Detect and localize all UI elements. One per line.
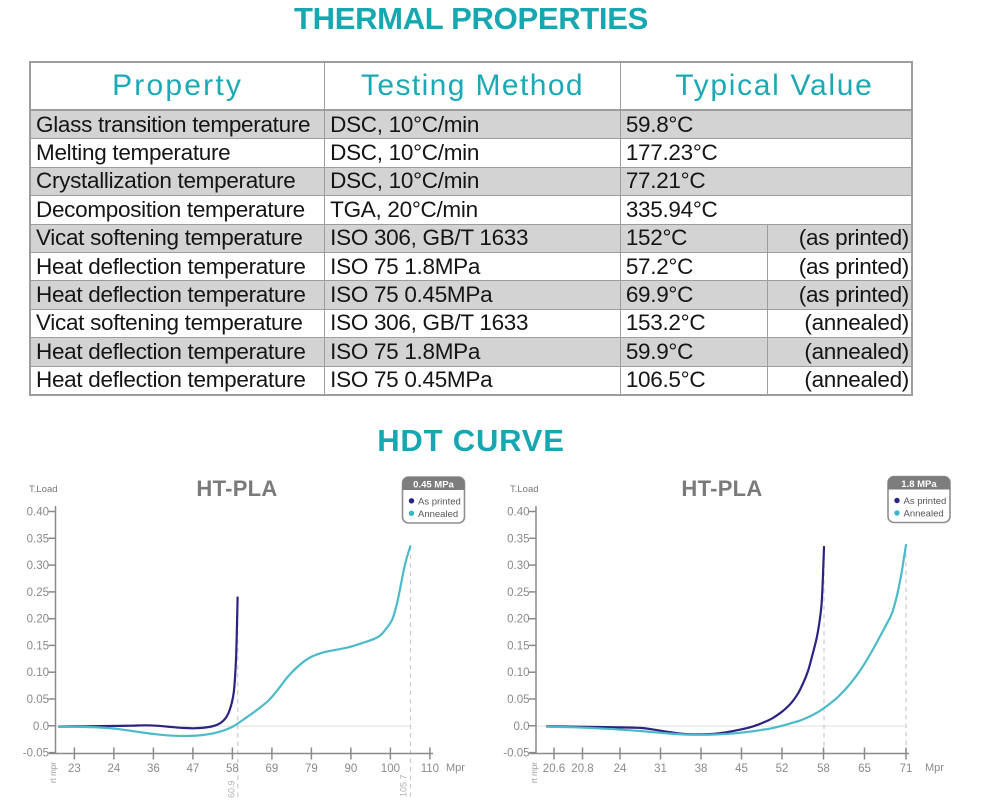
svg-text:Annealed: Annealed bbox=[418, 509, 458, 520]
svg-text:52: 52 bbox=[776, 763, 789, 775]
svg-text:0.40: 0.40 bbox=[27, 507, 49, 519]
svg-text:24: 24 bbox=[614, 763, 627, 775]
svg-text:Mpr: Mpr bbox=[446, 762, 465, 774]
svg-text:0.0: 0.0 bbox=[514, 721, 530, 733]
svg-text:110: 110 bbox=[421, 763, 439, 775]
svg-text:0.10: 0.10 bbox=[27, 667, 49, 679]
svg-text:T.Load: T.Load bbox=[510, 484, 539, 495]
svg-text:-0.05: -0.05 bbox=[503, 748, 529, 760]
svg-text:38: 38 bbox=[695, 763, 708, 775]
svg-text:24: 24 bbox=[108, 763, 121, 775]
svg-text:0.25: 0.25 bbox=[507, 587, 529, 599]
svg-text:79: 79 bbox=[305, 763, 318, 775]
svg-text:HT-PLA: HT-PLA bbox=[681, 476, 762, 501]
svg-text:100: 100 bbox=[381, 763, 400, 775]
svg-text:0.35: 0.35 bbox=[27, 533, 49, 545]
svg-text:47: 47 bbox=[187, 763, 200, 775]
svg-text:rt mpr: rt mpr bbox=[49, 762, 58, 783]
svg-text:0.20: 0.20 bbox=[27, 614, 49, 626]
svg-text:As printed: As printed bbox=[904, 496, 947, 507]
svg-text:0.10: 0.10 bbox=[507, 667, 529, 679]
svg-text:90: 90 bbox=[345, 763, 358, 775]
svg-text:0.0: 0.0 bbox=[33, 721, 49, 733]
svg-text:0.15: 0.15 bbox=[507, 640, 529, 652]
svg-text:23: 23 bbox=[68, 763, 81, 775]
svg-text:0.40: 0.40 bbox=[507, 507, 529, 519]
svg-text:HT-PLA: HT-PLA bbox=[196, 476, 277, 501]
svg-text:0.20: 0.20 bbox=[507, 614, 529, 626]
svg-text:rt mpr: rt mpr bbox=[530, 762, 539, 783]
svg-text:65: 65 bbox=[858, 763, 871, 775]
svg-text:45: 45 bbox=[735, 763, 748, 775]
svg-text:20.8: 20.8 bbox=[571, 763, 593, 775]
svg-text:0.15: 0.15 bbox=[27, 640, 49, 652]
svg-text:58: 58 bbox=[817, 763, 830, 775]
svg-text:58: 58 bbox=[226, 763, 239, 775]
svg-text:71: 71 bbox=[900, 763, 913, 775]
svg-text:31: 31 bbox=[654, 763, 667, 775]
svg-text:0.35: 0.35 bbox=[507, 533, 529, 545]
svg-text:0.30: 0.30 bbox=[27, 560, 49, 572]
svg-text:69: 69 bbox=[266, 763, 279, 775]
svg-text:0.45 MPa: 0.45 MPa bbox=[413, 480, 454, 491]
svg-text:0.30: 0.30 bbox=[507, 560, 529, 572]
svg-text:Annealed: Annealed bbox=[904, 509, 944, 520]
svg-text:As printed: As printed bbox=[418, 496, 461, 507]
svg-text:T.Load: T.Load bbox=[29, 484, 58, 495]
svg-text:-0.05: -0.05 bbox=[23, 748, 49, 760]
svg-text:36: 36 bbox=[147, 763, 160, 775]
svg-text:60.9: 60.9 bbox=[227, 780, 237, 798]
svg-text:Mpr: Mpr bbox=[925, 762, 944, 774]
svg-text:105.7: 105.7 bbox=[399, 774, 409, 797]
svg-text:20.6: 20.6 bbox=[543, 763, 565, 775]
svg-text:0.25: 0.25 bbox=[27, 587, 49, 599]
svg-text:1.8 MPa: 1.8 MPa bbox=[901, 479, 937, 490]
svg-text:0.05: 0.05 bbox=[27, 694, 49, 706]
svg-text:0.05: 0.05 bbox=[507, 694, 529, 706]
